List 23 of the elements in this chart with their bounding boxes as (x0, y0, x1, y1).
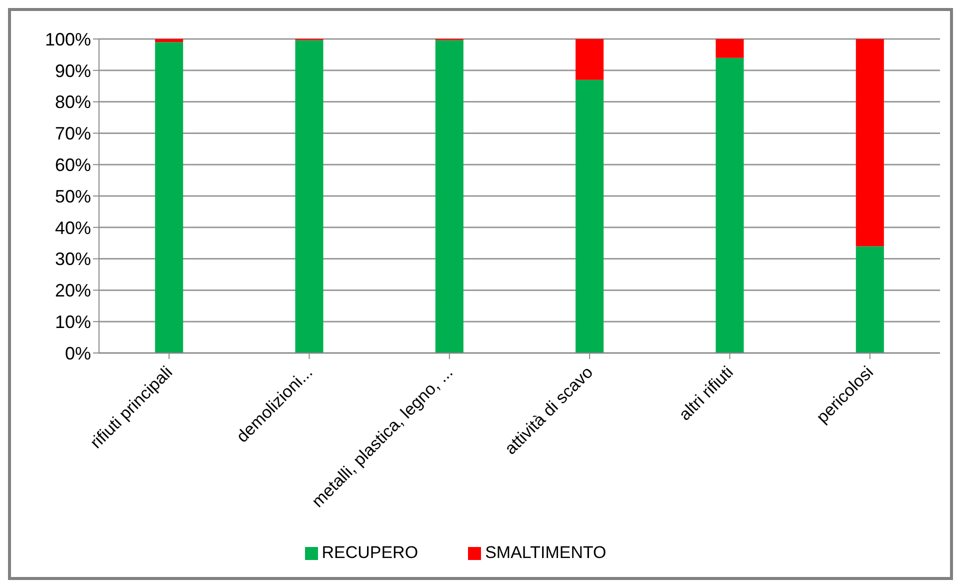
bar (856, 39, 884, 246)
y-tick-label: 0% (64, 343, 91, 364)
legend-label: RECUPERO (322, 543, 418, 562)
y-tick-label: 20% (54, 280, 91, 301)
y-tick-label: 100% (44, 29, 91, 50)
bar (576, 39, 604, 80)
bar (716, 58, 744, 353)
bar (155, 39, 184, 42)
y-tick-label: 60% (54, 154, 91, 175)
y-tick-label: 80% (54, 92, 91, 112)
legend-label: SMALTIMENTO (485, 543, 606, 562)
bar (856, 246, 884, 353)
bar (155, 42, 184, 353)
y-tick-label: 30% (54, 249, 91, 270)
bar (435, 40, 464, 353)
bar (576, 80, 604, 353)
y-tick-label: 70% (54, 124, 91, 144)
y-tick-label: 10% (54, 312, 91, 332)
bar (295, 40, 324, 353)
y-tick-label: 90% (54, 60, 91, 81)
bar (716, 39, 744, 58)
y-tick-label: 50% (54, 186, 91, 206)
y-tick-label: 40% (54, 218, 91, 238)
